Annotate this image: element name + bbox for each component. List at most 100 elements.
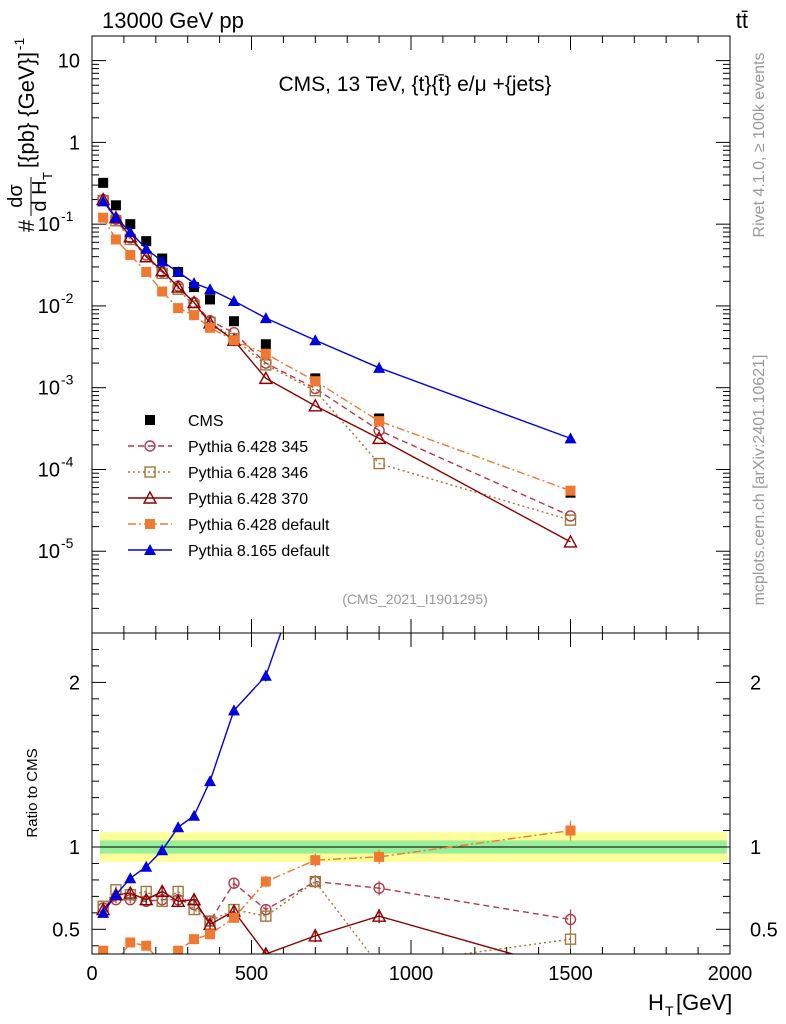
data-point	[259, 312, 272, 324]
data-point	[140, 860, 153, 872]
data-point	[98, 177, 109, 188]
series-top-panel	[98, 177, 576, 498]
svg-text:#: #	[14, 219, 39, 232]
data-point	[98, 945, 109, 954]
y-tick-exponent: -2	[61, 290, 74, 306]
data-point	[565, 825, 576, 836]
data-point	[141, 940, 152, 951]
data-point	[144, 544, 156, 555]
y-tick-exponent: -5	[61, 535, 74, 551]
y-tick-label-top: 10	[38, 378, 60, 400]
series-pythia-6-428-default	[98, 212, 576, 969]
data-point	[172, 821, 185, 833]
data-point	[565, 485, 576, 496]
data-point	[97, 906, 110, 918]
plot-title: CMS, 13 TeV, {t}{t̄} e/μ +{jets}	[278, 73, 551, 96]
data-point	[170, 279, 186, 293]
legend-label: Pythia 6.428 370	[188, 491, 308, 508]
svg-text:T: T	[665, 1003, 674, 1019]
y-tick-exponent: -3	[61, 372, 74, 388]
svg-text:-1: -1	[11, 38, 27, 51]
data-point	[173, 303, 184, 314]
data-point	[144, 440, 156, 452]
data-point	[565, 248, 577, 259]
data-point	[204, 775, 217, 787]
data-point	[155, 263, 170, 277]
data-point	[125, 249, 136, 260]
data-point	[205, 294, 216, 305]
data-point	[189, 310, 200, 321]
data-point	[564, 933, 577, 945]
y-axis-title-top: # dσ d H T [{pb} {GeV}] -1	[5, 38, 55, 233]
data-point	[309, 334, 322, 346]
legend-item: Pythia 8.165 default	[128, 543, 330, 560]
data-point	[204, 283, 217, 295]
data-point	[563, 534, 578, 548]
data-point	[260, 910, 272, 922]
data-point	[141, 266, 152, 277]
data-point	[172, 265, 185, 277]
data-point	[371, 908, 387, 922]
svg-text:d H: d H	[29, 180, 51, 211]
data-point	[124, 226, 137, 238]
data-point	[258, 370, 274, 385]
data-point	[310, 376, 321, 387]
data-point	[373, 314, 385, 325]
data-point	[109, 888, 122, 900]
data-point	[157, 286, 168, 297]
legend-item: Pythia 6.428 default	[128, 517, 330, 534]
data-point	[110, 200, 121, 211]
data-point	[228, 316, 239, 327]
data-point	[308, 928, 323, 942]
series-layer	[95, 177, 578, 969]
series-pythia-8-165-default	[97, 195, 577, 918]
data-point	[205, 929, 216, 940]
y-tick-label-ratio: 0.5	[52, 919, 80, 941]
process-label: tt̄	[736, 8, 748, 33]
data-point	[564, 913, 577, 926]
data-point	[228, 335, 239, 346]
data-point	[145, 519, 155, 529]
x-tick-label: 1500	[548, 963, 593, 985]
data-point	[125, 219, 136, 230]
data-point	[186, 295, 202, 309]
data-point	[205, 322, 216, 333]
svg-text:dσ: dσ	[5, 184, 27, 208]
data-point	[309, 875, 321, 888]
data-point	[139, 249, 154, 263]
legend-item: CMS	[145, 413, 224, 430]
y-tick-label-ratio: 2	[69, 672, 80, 694]
series-line-ratio	[102, 633, 282, 914]
data-point	[124, 872, 137, 884]
legend-label: Pythia 8.165 default	[188, 543, 330, 560]
x-tick-label: 500	[235, 963, 268, 985]
data-point	[308, 398, 323, 412]
y-tick-label-top: 10	[38, 541, 60, 563]
legend: CMS Pythia 6.428 345 Pythia 6.428 346 Pythi…	[128, 413, 330, 560]
data-point	[228, 877, 240, 889]
y-tick-label-ratio-right: 0.5	[750, 919, 778, 941]
data-point	[564, 514, 577, 526]
series-line-top	[102, 199, 571, 543]
series-top-panel	[95, 192, 578, 548]
svg-text:[GeV]: [GeV]	[676, 990, 732, 1015]
data-point	[374, 416, 385, 427]
y-tick-label-top: 10	[38, 296, 60, 318]
y-axis-title-ratio: Ratio to CMS	[24, 748, 41, 837]
data-point	[145, 415, 155, 425]
series-pythia-6-428-370	[95, 192, 578, 954]
data-point	[564, 432, 577, 444]
x-axis-title: H T [GeV]	[648, 990, 732, 1019]
rivet-version-label: Rivet 4.1.0, ≥ 100k events	[751, 53, 768, 238]
legend-item: Pythia 6.428 370	[128, 490, 308, 508]
data-point	[373, 361, 386, 373]
y-tick-label-top: 10	[38, 214, 60, 236]
data-point	[186, 892, 202, 906]
series-pythia-6-428-345	[97, 193, 577, 930]
data-point	[310, 855, 321, 866]
beam-label: 13000 GeV pp	[102, 8, 244, 33]
data-point	[173, 945, 184, 954]
data-point	[157, 959, 167, 969]
data-point	[371, 430, 387, 445]
legend-label: CMS	[188, 413, 224, 430]
